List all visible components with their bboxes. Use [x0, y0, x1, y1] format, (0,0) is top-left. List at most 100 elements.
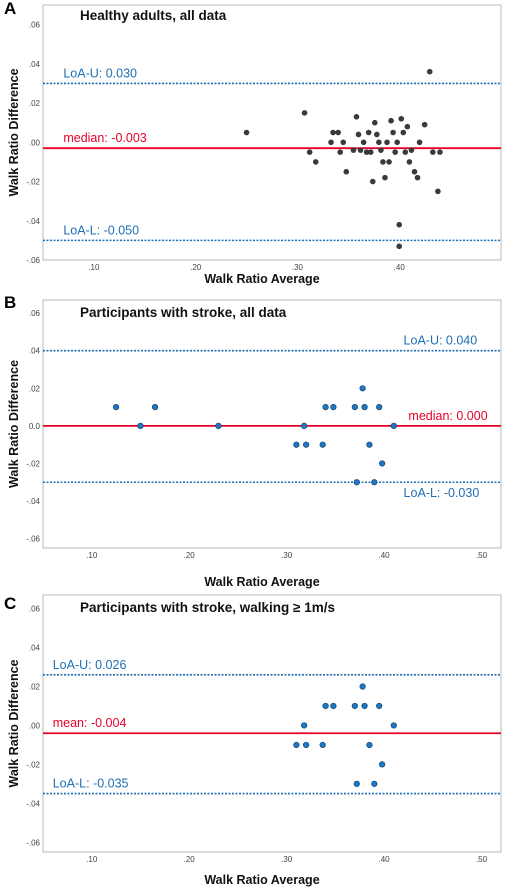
panel-b: .06 .04 .02 0.0 -.02 -.04 -.06 .10 .20 .30 .40 .50 L… [4, 293, 502, 589]
data-point [390, 129, 396, 136]
x-tick-label: .50 [476, 855, 488, 864]
x-tick-label: .10 [86, 551, 98, 560]
data-point [365, 129, 372, 136]
data-point [306, 149, 313, 155]
data-point [367, 149, 374, 155]
data-point [343, 168, 350, 175]
data-point [426, 68, 433, 75]
panel-a: .06 .04 .02 .00 -.02 -.04 -.06 .10 .20 .30 .40 LoA-… [4, 0, 502, 286]
data-point [350, 147, 357, 153]
data-point [388, 117, 394, 124]
data-point [396, 221, 403, 228]
plot-area-frame [42, 4, 502, 261]
panel-letter: C [4, 594, 16, 613]
data-point [392, 149, 398, 155]
data-point [396, 243, 403, 250]
data-point [215, 422, 222, 429]
data-point [303, 741, 310, 749]
x-tick-label: .30 [292, 263, 304, 272]
data-point [371, 780, 378, 787]
x-tick-label: .10 [86, 855, 98, 864]
y-tick-label: -.06 [26, 256, 40, 265]
data-point [394, 139, 400, 146]
x-axis-title: Walk Ratio Average [204, 873, 319, 887]
x-tick-label: .40 [394, 263, 406, 272]
data-point [376, 403, 383, 411]
data-point [369, 178, 376, 185]
x-axis-title: Walk Ratio Average [204, 575, 319, 589]
x-tick-label: .30 [281, 855, 293, 864]
data-point [357, 147, 364, 153]
data-point [390, 422, 397, 429]
x-tick-label: .50 [476, 551, 488, 560]
data-point [328, 139, 334, 146]
panel-title: Healthy adults, all data [80, 8, 227, 23]
data-point [363, 149, 370, 155]
x-tick-label: .30 [281, 551, 293, 560]
data-point [301, 722, 308, 729]
lower-loa-label: LoA-L: -0.030 [404, 486, 480, 500]
data-point [337, 149, 343, 155]
data-point [404, 123, 411, 130]
data-point [435, 188, 441, 195]
y-axis-title: Walk Ratio Difference [7, 659, 21, 787]
plot-area-frame [42, 299, 502, 549]
data-point [378, 147, 384, 153]
data-point [359, 385, 366, 392]
y-tick-label: -.04 [26, 497, 40, 506]
data-point [390, 722, 397, 729]
y-tick-label: .04 [29, 644, 41, 653]
data-point [421, 121, 428, 128]
center-line-label: mean: -0.004 [53, 716, 127, 730]
x-axis-title: Walk Ratio Average [204, 272, 319, 286]
y-axis-title: Walk Ratio Difference [7, 68, 21, 196]
data-point [351, 403, 358, 411]
x-tick-label: .40 [379, 551, 391, 560]
x-tick-label: .20 [190, 263, 202, 272]
data-point [416, 139, 423, 146]
data-point [437, 149, 443, 155]
data-point [330, 129, 336, 136]
y-tick-label: .04 [29, 60, 41, 69]
data-point [293, 741, 300, 749]
data-point [243, 129, 250, 136]
data-point [359, 683, 366, 690]
data-point [319, 441, 326, 448]
y-tick-label: -.02 [26, 178, 40, 187]
lower-loa-label: LoA-L: -0.035 [53, 777, 129, 791]
y-tick-label: .04 [29, 347, 41, 356]
data-point [386, 159, 392, 165]
data-point [360, 139, 367, 146]
x-tick-label: .10 [88, 263, 100, 272]
x-tick-label: .20 [184, 855, 196, 864]
upper-loa-label: LoA-U: 0.040 [404, 334, 478, 348]
data-point [366, 441, 373, 448]
data-point [301, 422, 308, 429]
data-point [408, 147, 415, 153]
center-line-label: median: -0.003 [63, 131, 146, 145]
plot-area-frame [42, 594, 502, 853]
data-point [112, 403, 120, 411]
data-point [322, 403, 329, 411]
data-point [340, 139, 347, 146]
data-point [361, 702, 368, 710]
data-point [335, 129, 341, 136]
y-tick-label: -.06 [26, 838, 40, 847]
y-tick-label: .02 [29, 683, 41, 692]
data-point [303, 441, 310, 448]
data-point [151, 403, 159, 411]
lower-loa-label: LoA-L: -0.050 [63, 223, 139, 237]
data-point [382, 174, 388, 181]
center-line-label: median: 0.000 [408, 409, 487, 423]
data-point [353, 479, 360, 486]
data-point [301, 110, 308, 116]
data-point [371, 119, 378, 126]
data-point [398, 115, 405, 122]
data-point [411, 168, 418, 175]
data-point [293, 441, 300, 448]
data-point [374, 131, 380, 138]
data-point [371, 479, 378, 486]
y-tick-label: .06 [29, 605, 41, 614]
y-tick-label: -.04 [26, 217, 40, 226]
